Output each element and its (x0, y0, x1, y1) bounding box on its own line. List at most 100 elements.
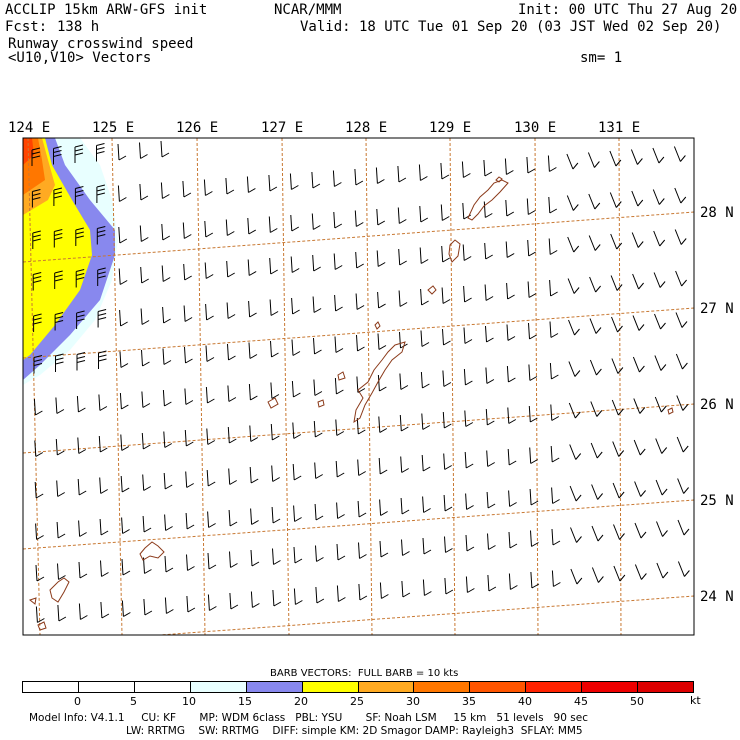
wind-barb (465, 576, 475, 593)
wind-barb (271, 506, 281, 524)
island-ishigaki (49, 577, 70, 603)
colorbar-tick-label: 5 (130, 695, 137, 708)
wind-barb (378, 416, 388, 433)
wind-barb (142, 515, 152, 533)
wind-barb (442, 411, 452, 429)
wind-barb (569, 444, 582, 460)
wind-barb (568, 402, 581, 419)
wind-barb (549, 279, 558, 297)
wind-barb (334, 377, 344, 395)
wind-barb (631, 190, 644, 207)
wind-barb (419, 247, 429, 264)
wind-barb (205, 345, 215, 362)
island-tokunoshima (448, 239, 461, 263)
wind-barb (526, 156, 536, 174)
wind-barb (226, 260, 235, 278)
wind-barb (631, 232, 644, 248)
wind-barb (118, 226, 128, 244)
wind-barb (312, 296, 322, 313)
wind-barb (463, 327, 473, 344)
wind-barb (420, 330, 430, 347)
wind-barb (551, 487, 560, 504)
lon-label: 127 E (261, 120, 303, 136)
field-name: Runway crosswind speed (8, 36, 194, 52)
wind-barb (358, 583, 368, 601)
colorbar-tick-label: 0 (74, 695, 81, 708)
wind-barb (143, 598, 153, 616)
wind-barb (78, 561, 88, 579)
wind-barb (31, 189, 41, 208)
wind-barb (675, 353, 688, 370)
wind-barb (54, 270, 63, 289)
wind-barb (140, 308, 150, 325)
wind-barb (421, 454, 431, 472)
wind-barb (268, 216, 278, 233)
wind-barb (186, 554, 195, 571)
wind-barb (33, 355, 43, 374)
wind-barb (530, 571, 540, 589)
meridian-124 (27, 138, 41, 635)
wind-barb (161, 223, 171, 241)
islet (28, 597, 37, 605)
wind-barb (677, 478, 689, 494)
wind-barb (118, 268, 128, 285)
lon-label: 130 E (514, 120, 556, 136)
lat-label: 27 N (700, 301, 734, 317)
wind-barb (464, 451, 474, 469)
wind-barb (443, 453, 452, 470)
wind-barb (119, 392, 129, 410)
wind-barb (99, 477, 108, 494)
lon-label: 131 E (598, 120, 640, 136)
wind-barb (33, 398, 43, 416)
wind-barb (355, 251, 364, 269)
wind-barb (566, 195, 579, 211)
wind-barb (97, 267, 106, 286)
wind-barb (163, 431, 173, 448)
wind-barb (676, 436, 689, 453)
wind-barb (653, 230, 666, 247)
wind-barb (422, 537, 432, 555)
wind-barb (250, 591, 260, 608)
wind-barb (377, 374, 387, 392)
wind-barb (55, 397, 65, 414)
wind-barb (485, 367, 495, 384)
wind-barb (486, 491, 496, 509)
wind-barb (121, 517, 130, 534)
barb-legend-title: BARB VECTORS: FULL BARB = 10 kts (270, 668, 459, 679)
wind-barb (443, 494, 453, 512)
wind-barb (248, 300, 257, 318)
wind-barb (74, 186, 84, 205)
wind-barb (142, 474, 151, 491)
islet (37, 621, 47, 631)
wind-barb (74, 144, 84, 163)
wind-barb (160, 182, 170, 199)
wind-barb (76, 352, 86, 371)
wind-barb (504, 158, 514, 175)
wind-barb (269, 299, 279, 316)
island-amami (467, 179, 509, 221)
wind-barb (655, 479, 668, 496)
wind-barb (141, 349, 150, 367)
wind-barb (98, 435, 108, 453)
wind-barb (313, 337, 322, 355)
wind-barb (77, 437, 87, 454)
wind-barb (139, 225, 149, 242)
wind-barb (228, 509, 238, 527)
wind-barb (356, 334, 365, 352)
wind-barb (78, 520, 87, 537)
wind-barb (354, 168, 364, 186)
wind-barb (588, 193, 601, 210)
wind-barb (121, 558, 131, 576)
wind-barb (272, 548, 281, 565)
lat-label: 28 N (700, 205, 734, 221)
colorbar-segment (23, 682, 79, 692)
wind-barb (634, 564, 647, 580)
wind-barb (589, 276, 601, 293)
wind-barb (206, 469, 216, 487)
wind-barb (97, 309, 107, 328)
wind-barb (569, 485, 582, 502)
wind-barb (591, 484, 603, 500)
colorbar-segment (526, 682, 583, 692)
meridian-125 (111, 138, 123, 635)
